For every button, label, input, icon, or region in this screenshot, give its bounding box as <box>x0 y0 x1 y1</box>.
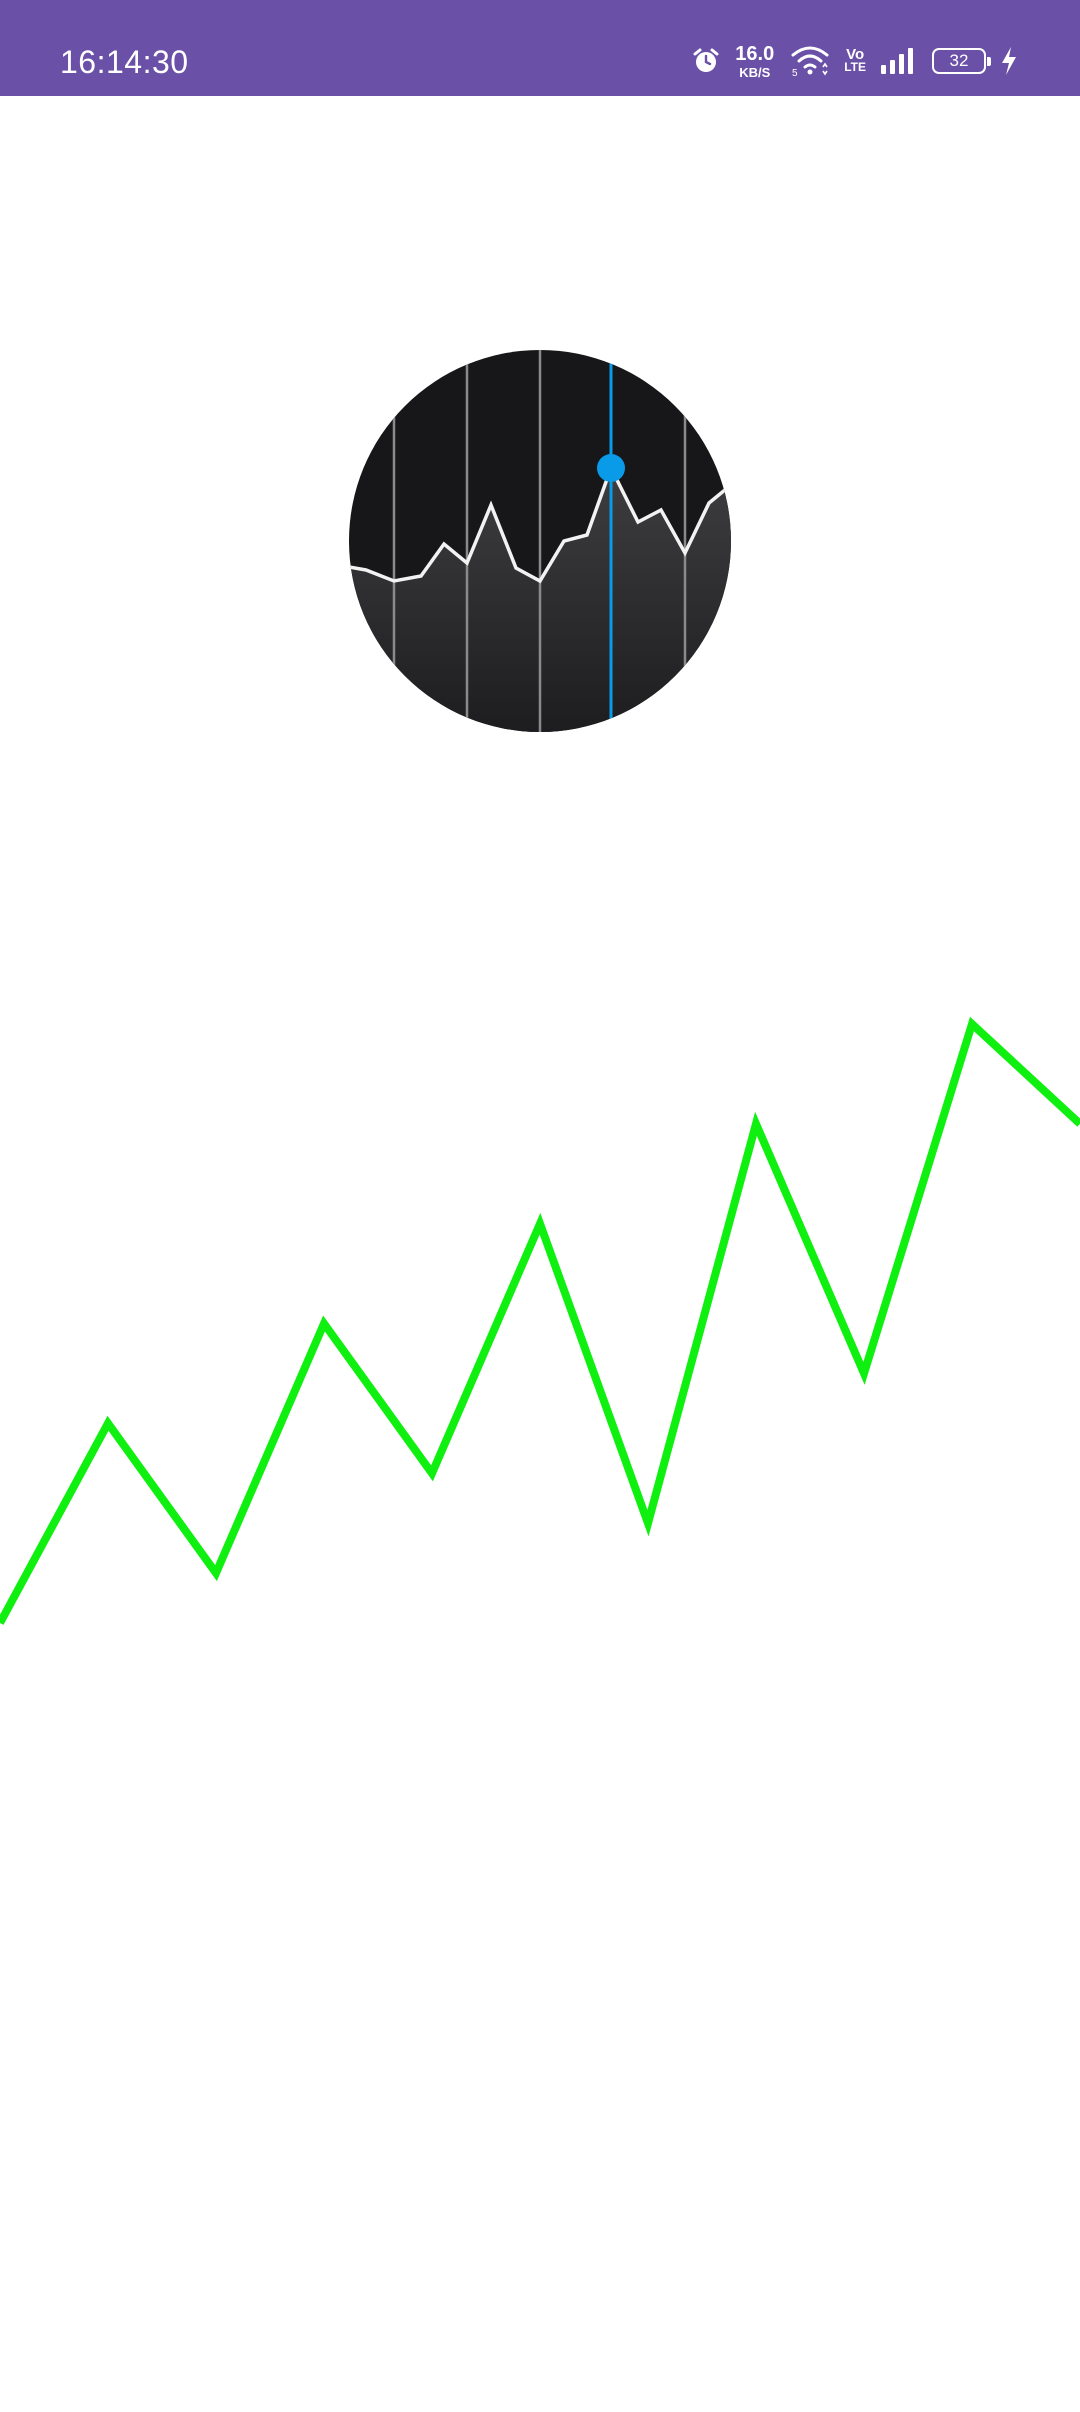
stock-chart-circle-icon <box>349 350 731 732</box>
volte-label-top: Vo <box>846 46 865 64</box>
volte-icon: Vo LTE <box>844 46 866 75</box>
wifi-icon: 5 <box>790 45 830 77</box>
network-speed-value: 16.0 <box>735 42 775 65</box>
svg-text:5: 5 <box>792 68 798 77</box>
status-bar: 16:14:30 16.0 KB/S 5 Vo <box>0 0 1080 96</box>
battery-level: 32 <box>949 51 969 70</box>
status-time: 16:14:30 <box>60 44 189 80</box>
logo-line <box>349 463 731 584</box>
charging-icon <box>1000 46 1018 76</box>
network-speed-unit: KB/S <box>739 64 771 80</box>
logo-highlight-dot <box>597 454 625 482</box>
network-speed: 16.0 KB/S <box>735 44 774 79</box>
volte-label-bottom: LTE <box>844 60 866 75</box>
battery-icon: 32 <box>932 48 991 74</box>
line-chart <box>0 1016 1080 1625</box>
chart-series-line <box>0 1016 1080 1625</box>
signal-icon <box>880 47 918 75</box>
alarm-icon <box>691 46 721 76</box>
status-icons: 16.0 KB/S 5 Vo LTE <box>691 0 1018 96</box>
